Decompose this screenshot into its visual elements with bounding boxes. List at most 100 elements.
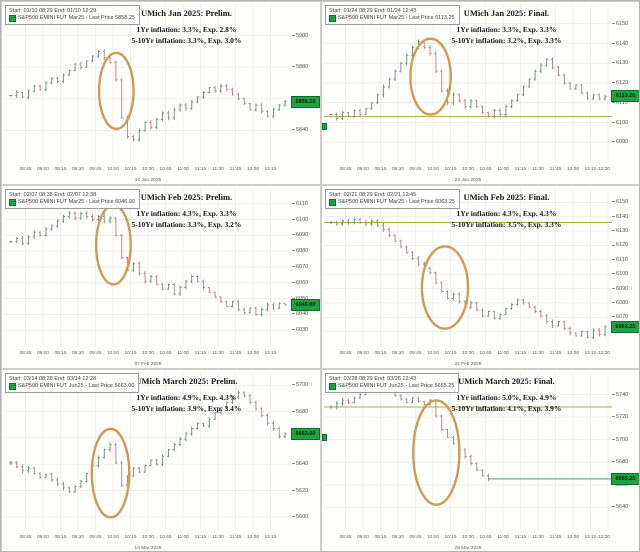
legend-series-row: S&P500 EMINI FUT Mar25 - Last Price 6046… [9,198,135,206]
legend-series-text: S&P500 EMINI FUT Mar25 - Last Price 5858… [18,14,135,21]
panel-title: UMich March 2025: Prelim. [135,376,238,386]
annotation-block: UMich Feb 2025: Final. 1Yr inflation: 4.… [452,192,562,231]
time-tick-label: 08:45 [339,351,352,356]
last-price-box: 6113.25 [611,90,639,103]
time-tick-label: 08:45 [19,351,32,356]
chart-panel-jan-prelim: Start: 01/10 08:29 End: 01/10 12:29 S&P5… [1,1,321,185]
legend-range-text: Start: 01/10 08:29 End: 01/10 12:29 [9,8,97,14]
legend-series-row: S&P500 EMINI FUT Mar25 - Last Price 6113… [329,14,455,22]
time-tick-label: 10:45 [479,535,492,540]
last-price-box: 5665.25 [611,472,639,485]
time-tick-label: 11:30 [532,167,544,172]
price-axis: 6110 6100 6090 6080 6070 6060 6050 6040 6030 [290,188,320,346]
time-tick-label: 09:00 [356,351,370,356]
legend-series-row: S&P500 EMINI FUT Jun25 - Last Price 5663… [9,382,134,390]
data-release-highlight-ellipse [94,204,132,286]
time-tick-label: 11:45 [229,535,242,540]
legend-series-text: S&P500 EMINI FUT Mar25 - Last Price 6063… [338,198,455,205]
price-tick-label: 5640 [292,461,308,467]
time-tick-label: 09:00 [356,535,370,540]
price-tick-label: 6080 [612,300,628,306]
time-tick-label: 11:15 [194,167,207,172]
time-tick-label: 11:00 [177,351,189,356]
price-tick-label: 6130 [612,60,628,66]
time-tick-label: 08:45 [19,535,32,540]
price-tick-label: 6100 [612,271,628,277]
time-tick-label: 10:45 [159,535,172,540]
plot-area [4,4,292,162]
price-tick-label: 6030 [292,327,308,333]
data-release-highlight-ellipse [409,37,452,116]
time-tick-label: 10:00 [426,351,440,356]
time-axis: 08:45 09:00 09:15 09:30 09:45 10:00 10:15 10:30… [324,351,612,359]
price-tick-label: 6120 [612,80,628,86]
price-tick-label: 6110 [612,257,628,263]
time-tick-label: 12:00 [566,351,580,356]
time-tick-label: 11:45 [549,167,562,172]
time-tick-label: 10:00 [106,351,120,356]
price-tick-label: 5680 [612,459,628,465]
panel-subtitle-5-10yr: 5-10Yr inflation: 3.3%, Exp. 3.2% [131,219,242,229]
time-tick-label: 09:15 [374,535,387,540]
annotation-block: UMich Feb 2025: Prelim. 1Yr inflation: 4… [132,192,242,231]
time-tick-label: 11:15 [514,167,527,172]
time-tick-label: 09:45 [89,167,102,172]
time-tick-label: 09:15 [54,351,67,356]
panel-subtitle-5-10yr: 5-10Yr inflation: 3.5%, Exp. 3.3% [451,219,562,229]
chart-panel-mar-prelim: Start: 03/14 08:28 End: 03/14 12:28 S&P5… [1,369,321,551]
time-tick-label: 09:45 [89,535,102,540]
data-release-highlight-ellipse [412,399,461,506]
price-tick-label: 6110 [612,100,628,106]
time-tick-label: 11:45 [229,351,242,356]
time-tick-label: 10:15 [124,535,137,540]
time-tick-label: 11:30 [532,535,544,540]
price-axis: 574057205700568056605640 [610,372,639,530]
price-tick-label: 6090 [612,286,628,292]
price-tick-label: 6140 [612,214,628,220]
price-axis: 570056805660564056205600 [290,372,320,530]
time-tick-label: 09:30 [391,351,405,356]
legend-range-text: Start: 02/07 08:38 End: 02/07 12:38 [9,192,97,198]
time-tick-label: 11:15 [194,351,207,356]
series-swatch-icon [329,382,336,390]
panel-subtitle-5-10yr: 5-10Yr inflation: 3.9%, Exp. 3.4% [131,403,242,413]
date-label: 07 Feb 2025 [134,362,162,367]
price-tick-label: 6090 [292,232,308,238]
price-tick-label: 6120 [612,242,628,248]
time-tick-label: 10:00 [426,167,440,172]
time-tick-label: 10:30 [141,535,155,540]
time-tick-label: 11:00 [177,535,189,540]
series-swatch-icon [9,198,16,206]
data-release-highlight-ellipse [90,427,131,519]
time-tick-label: 10:15 [124,351,137,356]
time-axis: 08:45 09:00 09:15 09:30 09:45 10:00 10:15 10:30… [4,351,292,359]
time-tick-label: 09:30 [71,167,85,172]
time-tick-label: 12:15 [264,535,277,540]
time-tick-label: 12:30 [597,351,611,356]
price-tick-label: 5600 [292,514,308,520]
price-tick-label: 6130 [612,228,628,234]
time-tick-label: 12:30 [597,535,611,540]
price-tick-label: 5840 [292,127,308,133]
time-tick-label: 10:30 [461,167,475,172]
price-tick-label: 6100 [292,217,308,223]
time-tick-label: 10:00 [106,167,120,172]
chart-panel-feb-prelim: Start: 02/07 08:38 End: 02/07 12:38 S&P5… [1,185,321,369]
legend-box: Start: 01/10 08:29 End: 01/10 12:29 S&P5… [5,5,140,25]
series-swatch-icon [9,14,16,22]
data-release-highlight-ellipse [420,245,470,330]
last-price-box: 6046.00 [291,298,320,311]
panel-subtitle-5-10yr: 5-10Yr inflation: 3.2%, Exp. 3.3% [451,35,562,45]
legend-series-row: S&P500 EMINI FUT Jun25 - Last Price 5665… [329,382,454,390]
time-tick-label: 09:00 [36,535,50,540]
price-axis: 6150 6140 6130 6120 6110 6100 6090 [610,4,639,162]
panel-subtitle-5-10yr: 5-10Yr inflation: 4.1%, Exp. 3.9% [451,403,562,413]
date-label: 10 Jan 2025 [134,178,162,183]
time-tick-label: 10:45 [159,351,172,356]
time-tick-label: 11:30 [212,167,224,172]
panel-title: UMich Jan 2025: Final. [463,8,550,18]
plot-area [324,372,612,530]
time-tick-label: 12:00 [566,535,580,540]
time-tick-label: 12:15 [584,535,597,540]
